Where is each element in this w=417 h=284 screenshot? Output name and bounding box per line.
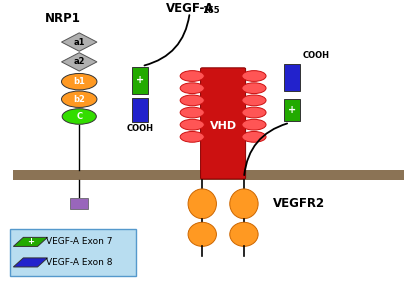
Ellipse shape <box>242 107 266 118</box>
Text: C: C <box>76 112 82 121</box>
Ellipse shape <box>242 83 266 93</box>
Text: 165: 165 <box>202 7 219 15</box>
Polygon shape <box>62 33 97 51</box>
Ellipse shape <box>180 71 204 82</box>
Ellipse shape <box>242 71 266 82</box>
FancyBboxPatch shape <box>70 198 88 209</box>
FancyBboxPatch shape <box>284 99 300 121</box>
Ellipse shape <box>180 83 204 93</box>
Ellipse shape <box>242 119 266 130</box>
Text: +: + <box>27 237 34 247</box>
Text: VEGF-A Exon 8: VEGF-A Exon 8 <box>46 258 112 267</box>
FancyBboxPatch shape <box>13 170 404 180</box>
Text: +: + <box>136 75 144 85</box>
Ellipse shape <box>188 189 216 219</box>
Text: +: + <box>288 105 296 115</box>
Ellipse shape <box>180 119 204 130</box>
Polygon shape <box>62 53 97 71</box>
FancyBboxPatch shape <box>284 64 300 91</box>
Ellipse shape <box>62 74 97 90</box>
Text: VHD: VHD <box>209 121 237 131</box>
Ellipse shape <box>62 109 96 124</box>
Ellipse shape <box>180 107 204 118</box>
FancyBboxPatch shape <box>132 98 148 122</box>
Text: COOH: COOH <box>126 124 153 133</box>
Ellipse shape <box>188 222 216 246</box>
Polygon shape <box>13 237 48 247</box>
FancyBboxPatch shape <box>10 229 136 275</box>
Text: b1: b1 <box>73 77 85 86</box>
Polygon shape <box>13 258 48 267</box>
Ellipse shape <box>180 131 204 142</box>
Text: COOH: COOH <box>302 51 329 60</box>
Text: VEGFR2: VEGFR2 <box>273 197 325 210</box>
FancyBboxPatch shape <box>201 68 246 179</box>
Ellipse shape <box>230 222 258 246</box>
Text: VEGF-A Exon 7: VEGF-A Exon 7 <box>46 237 112 247</box>
Text: b2: b2 <box>73 95 85 104</box>
Text: NRP1: NRP1 <box>45 12 80 24</box>
Ellipse shape <box>62 91 97 107</box>
Ellipse shape <box>180 95 204 106</box>
Ellipse shape <box>230 189 258 219</box>
Text: a2: a2 <box>73 57 85 66</box>
Text: a1: a1 <box>73 37 85 47</box>
Ellipse shape <box>242 131 266 142</box>
Ellipse shape <box>242 95 266 106</box>
Text: VEGF-A: VEGF-A <box>166 2 214 14</box>
FancyBboxPatch shape <box>132 67 148 94</box>
